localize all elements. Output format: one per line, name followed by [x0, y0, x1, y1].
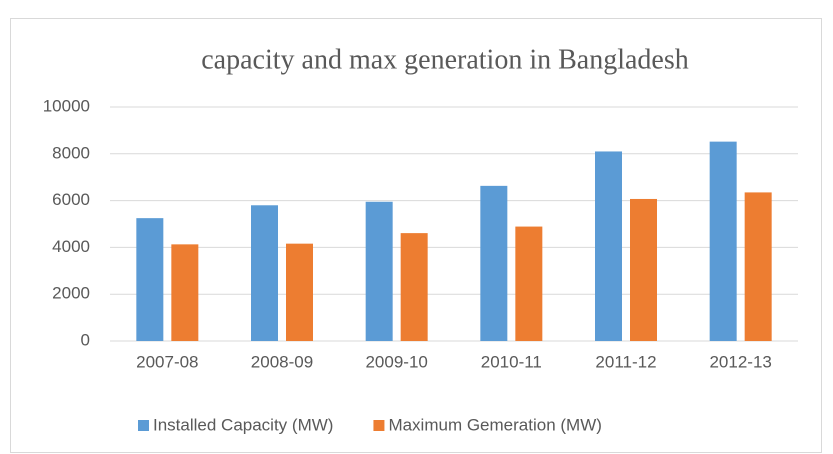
bar — [480, 185, 508, 341]
bar — [365, 201, 393, 341]
x-tick-label: 2007-08 — [136, 352, 198, 371]
x-tick-label: 2010-11 — [481, 352, 542, 371]
y-tick-label: 2000 — [52, 284, 90, 303]
y-tick-label: 6000 — [52, 190, 90, 209]
bar — [744, 192, 772, 341]
legend-swatch — [373, 420, 385, 431]
y-tick-label: 10000 — [43, 96, 90, 115]
x-tick-label: 2011-12 — [595, 352, 656, 371]
bar — [630, 198, 657, 341]
bar — [286, 243, 313, 341]
x-tick-label: 2012-13 — [709, 352, 771, 371]
y-tick-label: 0 — [81, 330, 90, 349]
bar — [595, 151, 622, 341]
y-tick-label: 4000 — [52, 237, 90, 256]
legend-swatch — [138, 420, 149, 431]
bar — [515, 226, 543, 341]
x-tick-label: 2009-10 — [365, 352, 427, 371]
bar — [251, 205, 278, 341]
legend-label: Installed Capacity (MW) — [153, 415, 333, 434]
bar — [709, 141, 737, 341]
legend-label: Maximum Gemeration (MW) — [388, 415, 601, 434]
chart-title: capacity and max generation in Banglades… — [201, 44, 688, 75]
x-tick-label: 2008-09 — [251, 352, 313, 371]
bar — [171, 244, 199, 341]
bar — [400, 233, 428, 341]
bar — [136, 218, 164, 341]
y-tick-label: 8000 — [52, 143, 90, 162]
